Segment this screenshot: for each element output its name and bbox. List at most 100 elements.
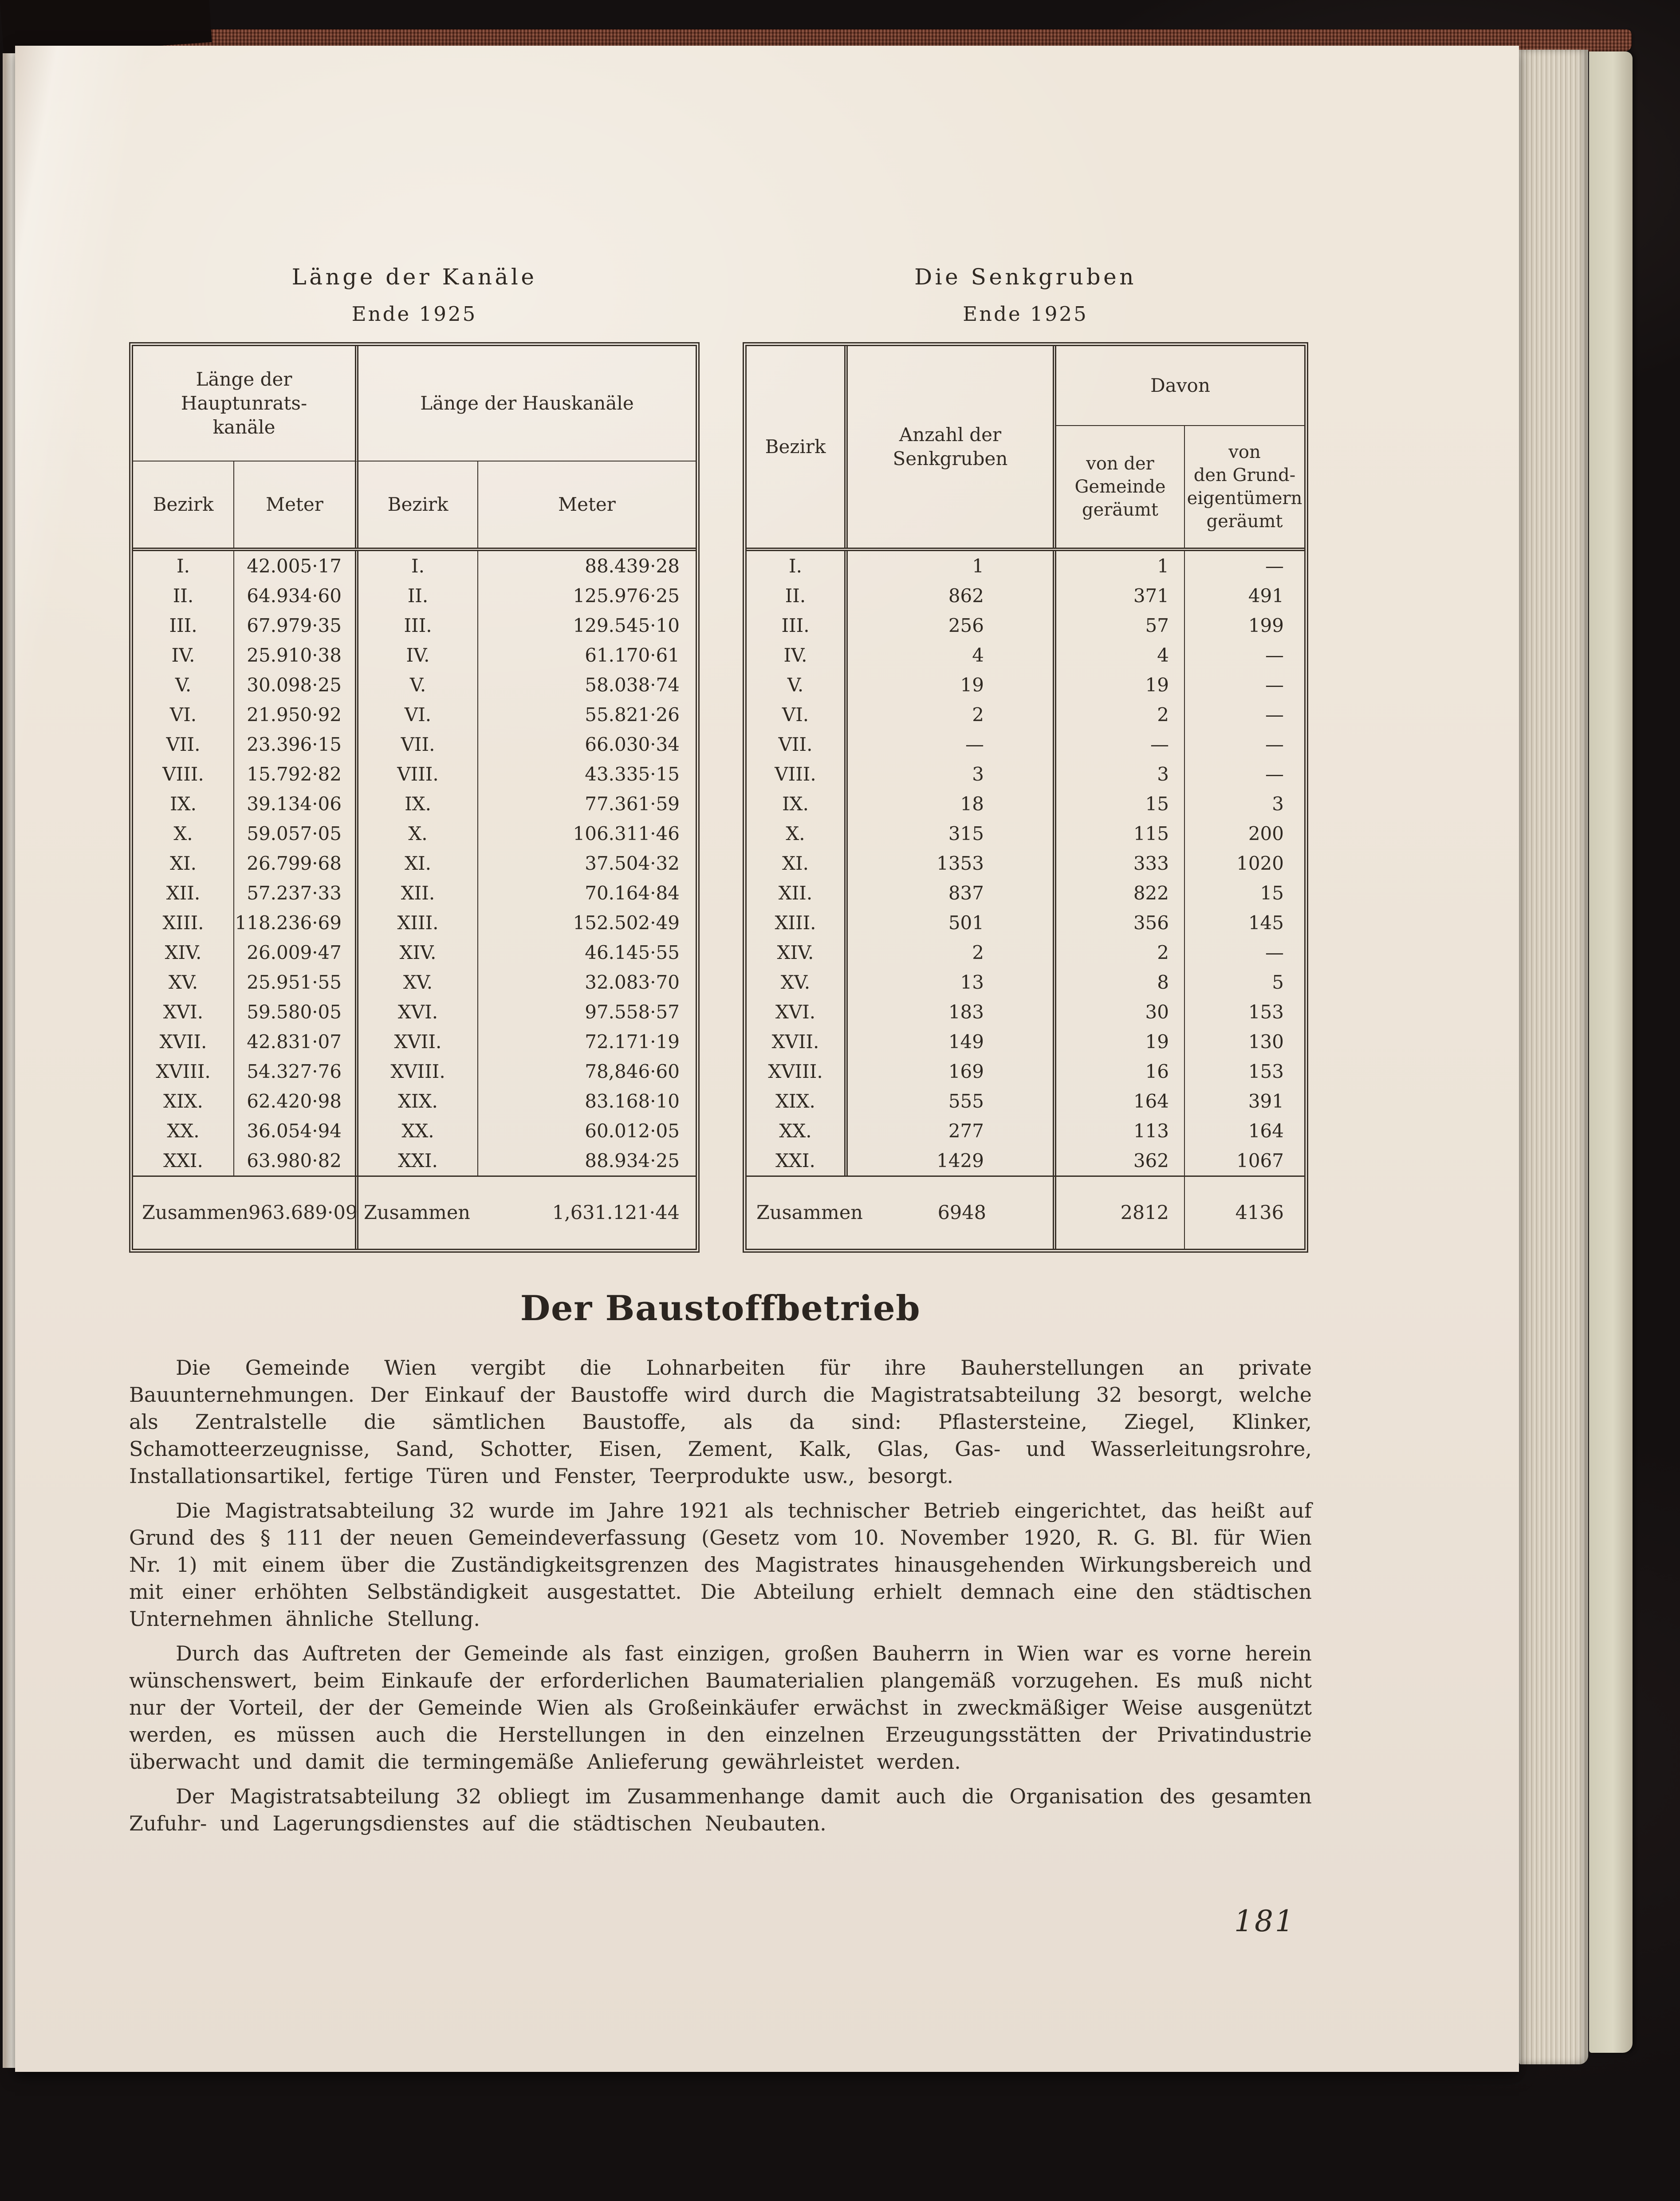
- table-cell: 60.012·05: [585, 1120, 680, 1142]
- table-cell: 3: [1272, 793, 1284, 815]
- table-cell: XII.: [133, 878, 234, 908]
- table-cell: —: [1265, 644, 1284, 666]
- table-cell: 118.236·69: [234, 908, 358, 938]
- table-cell: 862: [848, 581, 1056, 611]
- page-stack-fore-edge: [1519, 50, 1588, 2064]
- table-cell: 42.831·07: [234, 1027, 358, 1057]
- total-label: Zusammen: [756, 1202, 863, 1224]
- table-cell: II.: [747, 581, 848, 611]
- article-paragraph: Der Magistratsabteilung 32 obliegt im Zu…: [129, 1784, 1312, 1835]
- left-table-subtitle: Ende 1925: [351, 302, 477, 326]
- table-cell: XIII.: [133, 908, 234, 938]
- table-cell: VII.: [133, 730, 234, 759]
- table-cell: XI.: [358, 848, 478, 878]
- table-cell: 2: [848, 938, 1056, 967]
- table-cell: III.: [747, 611, 848, 640]
- column-header-hauskanaele: Länge der Hauskanäle: [358, 346, 696, 462]
- table-cell: 88.934·25: [585, 1150, 680, 1172]
- table-cell: 18: [848, 789, 1056, 819]
- table-cell: IV.: [358, 640, 478, 670]
- canal-table-total-row: Zusammen 963.689·09 Zusammen 1,631.121·4…: [133, 1175, 696, 1249]
- article-heading: Der Baustoffbetrieb: [520, 1288, 921, 1329]
- table-cell: 19: [1056, 670, 1185, 700]
- table-cell: 837: [848, 878, 1056, 908]
- table-cell: VII.: [358, 730, 478, 759]
- table-cell: VIII.: [133, 759, 234, 789]
- table-cell: 277: [848, 1116, 1056, 1146]
- table-cell: XVI.: [358, 997, 478, 1027]
- senkgruben-table-header: Bezirk Anzahl der Senkgruben Davon von d…: [747, 346, 1304, 551]
- table-cell: 63.980·82: [234, 1146, 358, 1175]
- table-cell: 153: [1248, 1001, 1284, 1023]
- table-cell: VI.: [133, 700, 234, 730]
- table-cell: 57: [1056, 611, 1185, 640]
- table-cell: V.: [133, 670, 234, 700]
- table-cell: III.: [358, 611, 478, 640]
- table-cell: XII.: [358, 878, 478, 908]
- table-cell: 39.134·06: [234, 789, 358, 819]
- article-paragraph: Die Magistratsabteilung 32 wurde im Jahr…: [129, 1499, 1312, 1631]
- table-cell: 145: [1248, 912, 1284, 934]
- table-cell: 59.580·05: [234, 997, 358, 1027]
- left-table-title: Länge der Kanäle: [291, 264, 537, 290]
- table-cell: I.: [358, 551, 478, 581]
- table-cell: XIII.: [747, 908, 848, 938]
- table-cell: —: [1265, 734, 1284, 755]
- table-cell: I.: [747, 551, 848, 581]
- table-cell: 4: [848, 640, 1056, 670]
- table-cell: V.: [747, 670, 848, 700]
- table-cell: 2: [1056, 700, 1185, 730]
- table-cell: 200: [1248, 823, 1284, 844]
- table-cell: 19: [848, 670, 1056, 700]
- table-cell: XVII.: [133, 1027, 234, 1057]
- table-cell: XX.: [133, 1116, 234, 1146]
- table-cell: 164: [1248, 1120, 1284, 1142]
- table-cell: 54.327·76: [234, 1057, 358, 1086]
- table-cell: 1429: [848, 1146, 1056, 1175]
- senkgruben-table-body: I. 1 1— II. 862 371 491 III. 256 57 199 IV. 4 4— V. 19 1…: [747, 551, 1304, 1175]
- table-cell: XVI.: [133, 997, 234, 1027]
- table-cell: I.: [133, 551, 234, 581]
- table-cell: —: [1265, 942, 1284, 963]
- table-cell: XIX.: [747, 1086, 848, 1116]
- total-label: Zusammen: [364, 1202, 470, 1224]
- table-cell: —: [848, 730, 1056, 759]
- page-number: 181: [1234, 1904, 1295, 1938]
- table-cell: 26.009·47: [234, 938, 358, 967]
- right-table-title: Die Senkgruben: [914, 264, 1137, 290]
- table-cell: XXI.: [133, 1146, 234, 1175]
- table-cell: 256: [848, 611, 1056, 640]
- table-cell: 62.420·98: [234, 1086, 358, 1116]
- table-cell: 43.335·15: [585, 763, 680, 785]
- table-cell: 83.168·10: [585, 1090, 680, 1112]
- table-cell: —: [1265, 555, 1284, 577]
- table-cell: 57.237·33: [234, 878, 358, 908]
- table-cell: 183: [848, 997, 1056, 1027]
- table-cell: 371: [1056, 581, 1185, 611]
- total-cell: 2812: [1056, 1177, 1185, 1249]
- table-cell: 333: [1056, 848, 1185, 878]
- table-cell: 88.439·28: [585, 555, 680, 577]
- table-cell: XV.: [358, 967, 478, 997]
- table-cell: 149: [848, 1027, 1056, 1057]
- table-cell: 13: [848, 967, 1056, 997]
- table-cell: XX.: [358, 1116, 478, 1146]
- table-cell: XVII.: [358, 1027, 478, 1057]
- table-cell: XV.: [747, 967, 848, 997]
- table-cell: 164: [1056, 1086, 1185, 1116]
- table-cell: 30.098·25: [234, 670, 358, 700]
- table-cell: 23.396·15: [234, 730, 358, 759]
- table-cell: 72.171·19: [585, 1031, 680, 1053]
- table-cell: 115: [1056, 819, 1185, 848]
- table-cell: XVIII.: [358, 1057, 478, 1086]
- table-cell: 42.005·17: [234, 551, 358, 581]
- table-cell: 362: [1056, 1146, 1185, 1175]
- table-cell: IX.: [747, 789, 848, 819]
- total-value: 6948: [937, 1202, 986, 1224]
- table-cell: XIX.: [358, 1086, 478, 1116]
- table-cell: 8: [1056, 967, 1185, 997]
- table-cell: 25.910·38: [234, 640, 358, 670]
- table-cell: 1353: [848, 848, 1056, 878]
- table-cell: 1020: [1236, 852, 1284, 874]
